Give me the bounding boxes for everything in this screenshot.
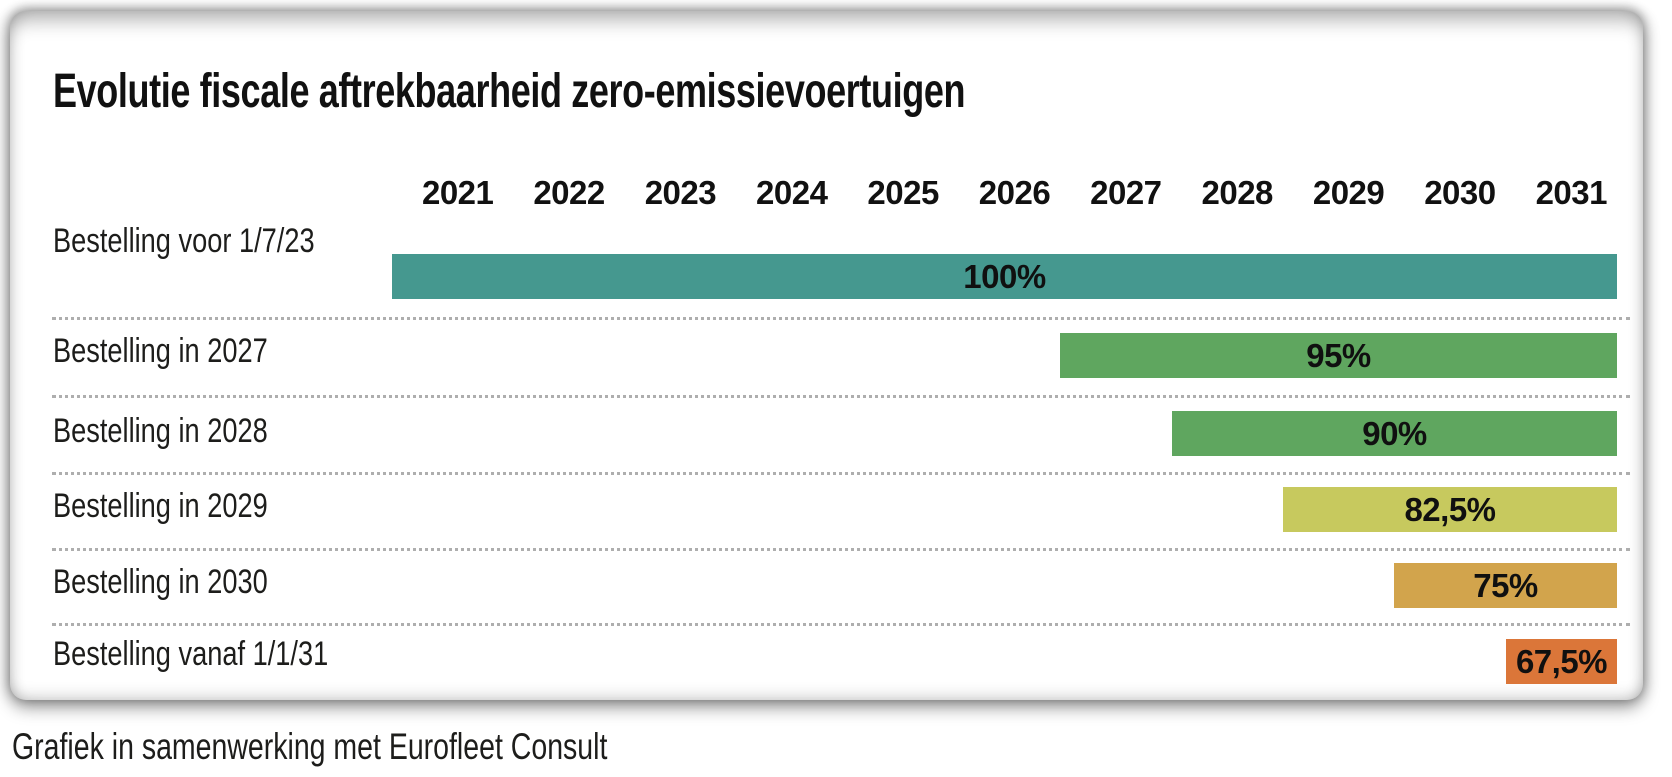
- bar-value-label: 82,5%: [1404, 490, 1496, 528]
- row-label: Bestelling vanaf 1/1/31: [53, 635, 329, 673]
- year-tick: 2025: [867, 174, 939, 211]
- bar: 100%: [392, 254, 1617, 299]
- row-separator: [52, 548, 1630, 551]
- bar: 90%: [1172, 411, 1617, 456]
- year-tick: 2026: [978, 174, 1051, 211]
- bar-value-label: 100%: [963, 257, 1046, 295]
- bar-value-label: 75%: [1473, 566, 1538, 604]
- bar: 67,5%: [1506, 639, 1617, 684]
- chart-title: Evolutie fiscale aftrekbaarheid zero-emi…: [53, 65, 966, 118]
- row-label: Bestelling in 2028: [53, 412, 268, 450]
- row-label: Bestelling in 2029: [53, 487, 268, 525]
- row-label: Bestelling voor 1/7/23: [53, 222, 315, 260]
- year-tick: 2029: [1312, 174, 1385, 211]
- year-tick: 2030: [1424, 174, 1496, 211]
- year-tick: 2022: [533, 174, 605, 211]
- year-tick: 2031: [1535, 174, 1608, 211]
- year-tick: 2027: [1090, 174, 1162, 211]
- bar: 82,5%: [1283, 487, 1617, 532]
- bar: 95%: [1060, 333, 1617, 378]
- row-separator: [52, 317, 1630, 320]
- row-label: Bestelling in 2030: [53, 563, 268, 601]
- row-label: Bestelling in 2027: [53, 332, 268, 370]
- bar-value-label: 90%: [1362, 414, 1427, 452]
- year-tick: 2021: [421, 174, 494, 211]
- chart-credit: Grafiek in samenwerking met Eurofleet Co…: [12, 726, 608, 767]
- chart-card: Evolutie fiscale aftrekbaarheid zero-emi…: [10, 11, 1643, 700]
- year-tick: 2028: [1201, 174, 1273, 211]
- bar-value-label: 95%: [1306, 336, 1371, 374]
- year-axis: 2021 2022 2023 2024 2025 2026 2027 2028 …: [402, 174, 1627, 212]
- year-tick: 2024: [756, 174, 828, 211]
- year-tick: 2023: [644, 174, 717, 211]
- row-separator: [52, 395, 1630, 398]
- row-separator: [52, 623, 1630, 626]
- bar-value-label: 67,5%: [1515, 642, 1608, 680]
- bar: 75%: [1394, 563, 1617, 608]
- row-separator: [52, 472, 1630, 475]
